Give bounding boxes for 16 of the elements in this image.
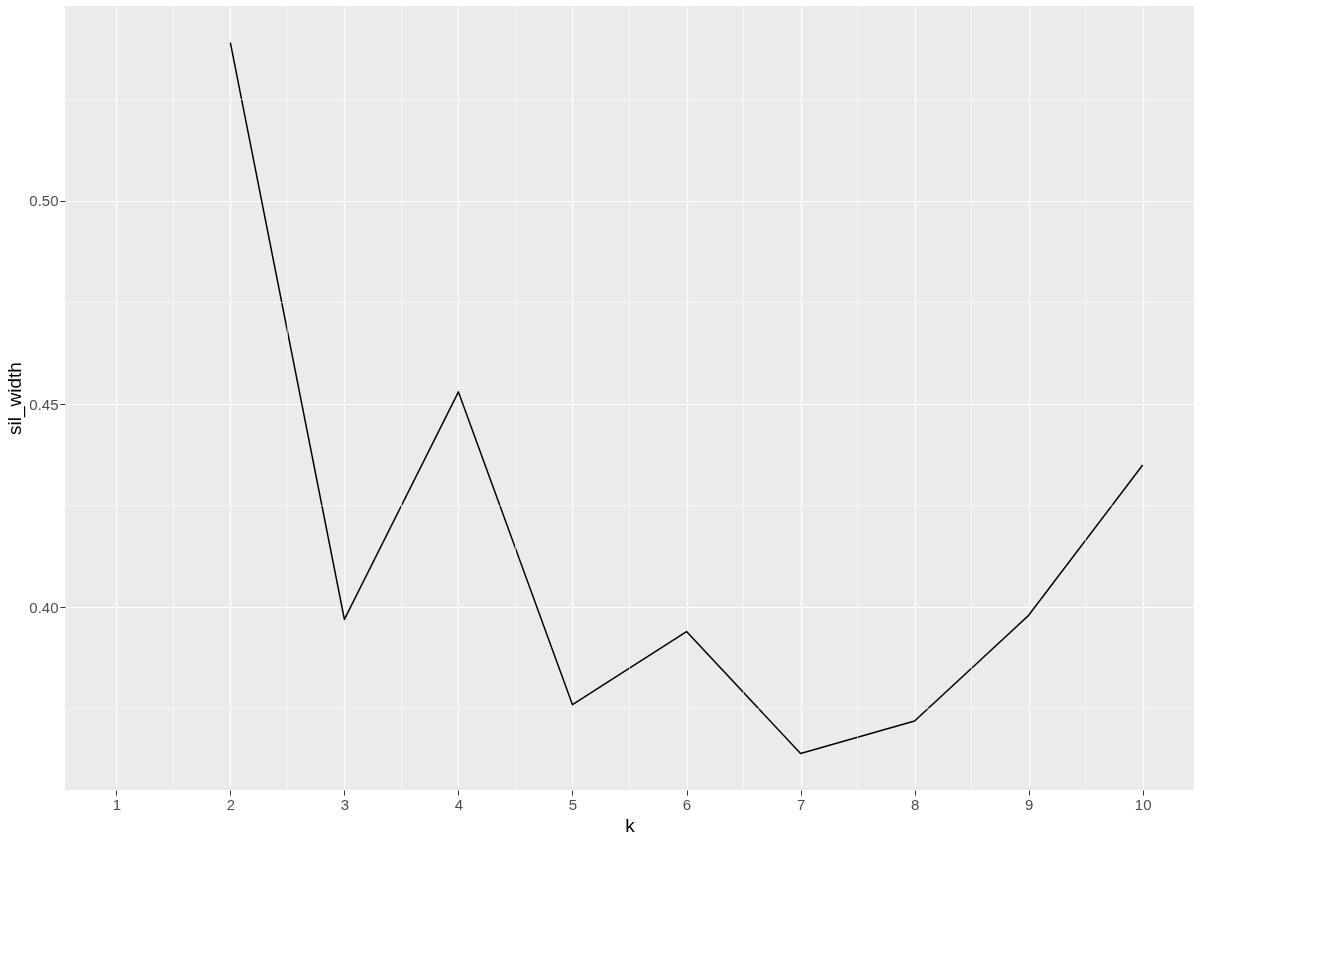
x-tick-label: 4: [454, 795, 464, 813]
y-tick-label: 0.40: [29, 598, 59, 616]
x-tick-label: 7: [796, 795, 806, 813]
x-tick-label: 2: [226, 795, 236, 813]
x-tick-label: 1: [112, 795, 121, 813]
x-tick-label: 9: [1024, 795, 1034, 813]
x-tick-label: 6: [682, 795, 692, 813]
x-tick-label: 3: [340, 795, 350, 813]
x-tick-label: 10: [1134, 795, 1152, 813]
x-axis-title: k: [625, 814, 636, 836]
y-tick-label: 0.45: [29, 395, 59, 413]
line-series: [229, 41, 1144, 755]
x-tick-label: 8: [910, 795, 920, 813]
y-axis-title: sil_width: [4, 362, 27, 435]
y-tick-label: 0.50: [29, 192, 59, 210]
x-tick-label: 5: [568, 795, 578, 813]
